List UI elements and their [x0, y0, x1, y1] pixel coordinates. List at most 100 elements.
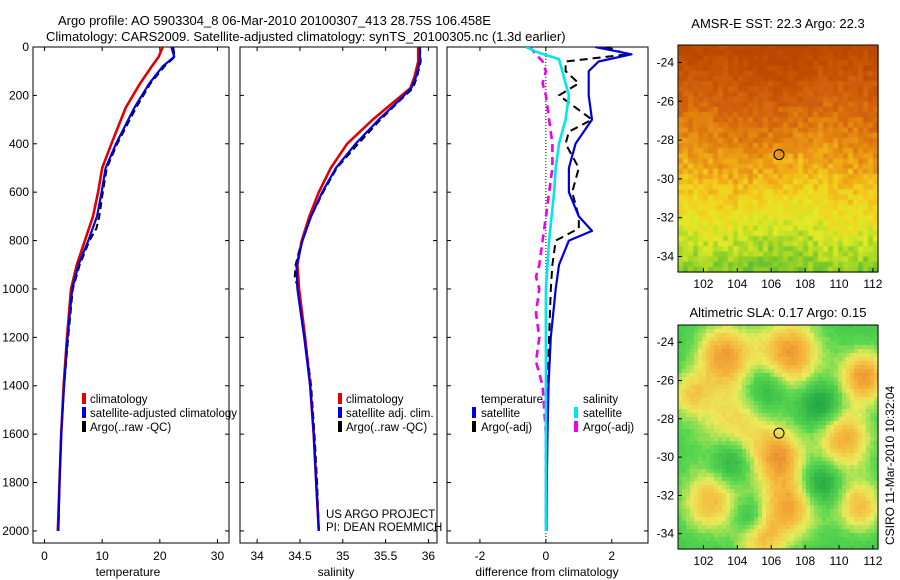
heatmap-cell — [722, 481, 727, 486]
heatmap-cell — [838, 143, 844, 149]
heatmap-cell — [793, 173, 799, 180]
heatmap-cell — [738, 179, 744, 185]
heatmap-cell — [713, 106, 719, 113]
heatmap-cell — [826, 413, 831, 418]
heatmap-cell — [698, 117, 704, 123]
heatmap-cell — [738, 112, 744, 118]
heatmap-cell — [802, 397, 807, 402]
heatmap-cell — [698, 405, 703, 410]
heatmap-cell — [758, 246, 764, 252]
heatmap-cell — [743, 60, 749, 67]
heatmap-cell — [714, 349, 719, 354]
heatmap-cell — [843, 194, 849, 201]
heatmap-cell — [748, 168, 754, 175]
heatmap-cell — [808, 45, 814, 51]
heatmap-cell — [788, 122, 794, 129]
heatmap-cell — [870, 457, 875, 462]
heatmap-cell — [710, 409, 715, 414]
heatmap-cell — [718, 158, 724, 165]
heatmap-cell — [742, 521, 747, 526]
heatmap-cell — [773, 55, 779, 62]
heatmap-cell — [718, 441, 723, 446]
heatmap-cell — [794, 529, 799, 534]
heatmap-cell — [854, 429, 859, 434]
heatmap-cell — [838, 389, 843, 394]
heatmap-cell — [728, 189, 734, 196]
heatmap-cell — [754, 405, 759, 410]
heatmap-cell — [758, 377, 763, 382]
heatmap-cell — [863, 86, 869, 93]
heatmap-cell — [678, 505, 683, 510]
heatmap-cell — [678, 55, 684, 62]
heatmap-cell — [788, 246, 794, 252]
heatmap-cell — [733, 215, 739, 222]
heatmap-cell — [730, 529, 735, 534]
heatmap-cell — [702, 333, 707, 338]
heatmap-cell — [873, 45, 879, 51]
heatmap-cell — [858, 457, 863, 462]
heatmap-cell — [726, 529, 731, 534]
heatmap-cell — [782, 397, 787, 402]
heatmap-cell — [733, 210, 739, 216]
heatmap-cell — [842, 341, 847, 346]
heatmap-cell — [858, 50, 864, 56]
heatmap-cell — [818, 505, 823, 510]
heatmap-cell — [834, 341, 839, 346]
heatmap-cell — [710, 517, 715, 522]
heatmap-cell — [874, 429, 879, 434]
heatmap-cell — [714, 485, 719, 490]
heatmap-cell — [726, 369, 731, 374]
heatmap-cell — [798, 91, 804, 98]
heatmap-cell — [730, 493, 735, 498]
heatmap-cell — [853, 60, 859, 67]
heatmap-cell — [783, 96, 789, 103]
heatmap-cell — [786, 377, 791, 382]
heatmap-cell — [803, 184, 809, 191]
heatmap-cell — [728, 50, 734, 56]
heatmap-cell — [778, 261, 784, 268]
heatmap-cell — [738, 127, 744, 134]
heatmap-cell — [830, 485, 835, 490]
heatmap-cell — [798, 517, 803, 522]
heatmap-cell — [822, 485, 827, 490]
heatmap-cell — [853, 215, 859, 222]
heatmap-cell — [843, 204, 849, 211]
heatmap-cell — [782, 481, 787, 486]
heatmap-cell — [802, 533, 807, 538]
heatmap-cell — [788, 106, 794, 113]
heatmap-cell — [738, 425, 743, 430]
heatmap-cell — [694, 397, 699, 402]
heatmap-cell — [782, 525, 787, 530]
heatmap-cell — [794, 357, 799, 362]
heatmap-cell — [778, 365, 783, 370]
heatmap-cell — [823, 199, 829, 206]
heatmap-cell — [783, 137, 789, 144]
heatmap-cell — [678, 357, 683, 362]
heatmap-cell — [863, 112, 869, 118]
heatmap-cell — [718, 369, 723, 374]
heatmap-cell — [686, 341, 691, 346]
heatmap-cell — [790, 521, 795, 526]
heatmap-cell — [782, 365, 787, 370]
heatmap-cell — [863, 148, 869, 154]
heatmap-cell — [683, 241, 689, 247]
legend-swatch-argo — [338, 421, 342, 432]
heatmap-cell — [794, 521, 799, 526]
heatmap-cell — [793, 143, 799, 149]
heatmap-cell — [753, 101, 759, 108]
heatmap-cell — [742, 537, 747, 542]
heatmap-cell — [770, 521, 775, 526]
heatmap-cell — [873, 173, 879, 180]
heatmap-cell — [758, 441, 763, 446]
heatmap-cell — [858, 329, 863, 334]
heatmap-cell — [853, 106, 859, 113]
heatmap-cell — [754, 489, 759, 494]
heatmap-cell — [822, 493, 827, 498]
heatmap-cell — [708, 112, 714, 118]
heatmap-cell — [768, 81, 774, 87]
heatmap-cell — [742, 509, 747, 514]
heatmap-cell — [743, 199, 749, 206]
heatmap-cell — [702, 337, 707, 342]
heatmap-cell — [718, 461, 723, 466]
heatmap-cell — [734, 517, 739, 522]
